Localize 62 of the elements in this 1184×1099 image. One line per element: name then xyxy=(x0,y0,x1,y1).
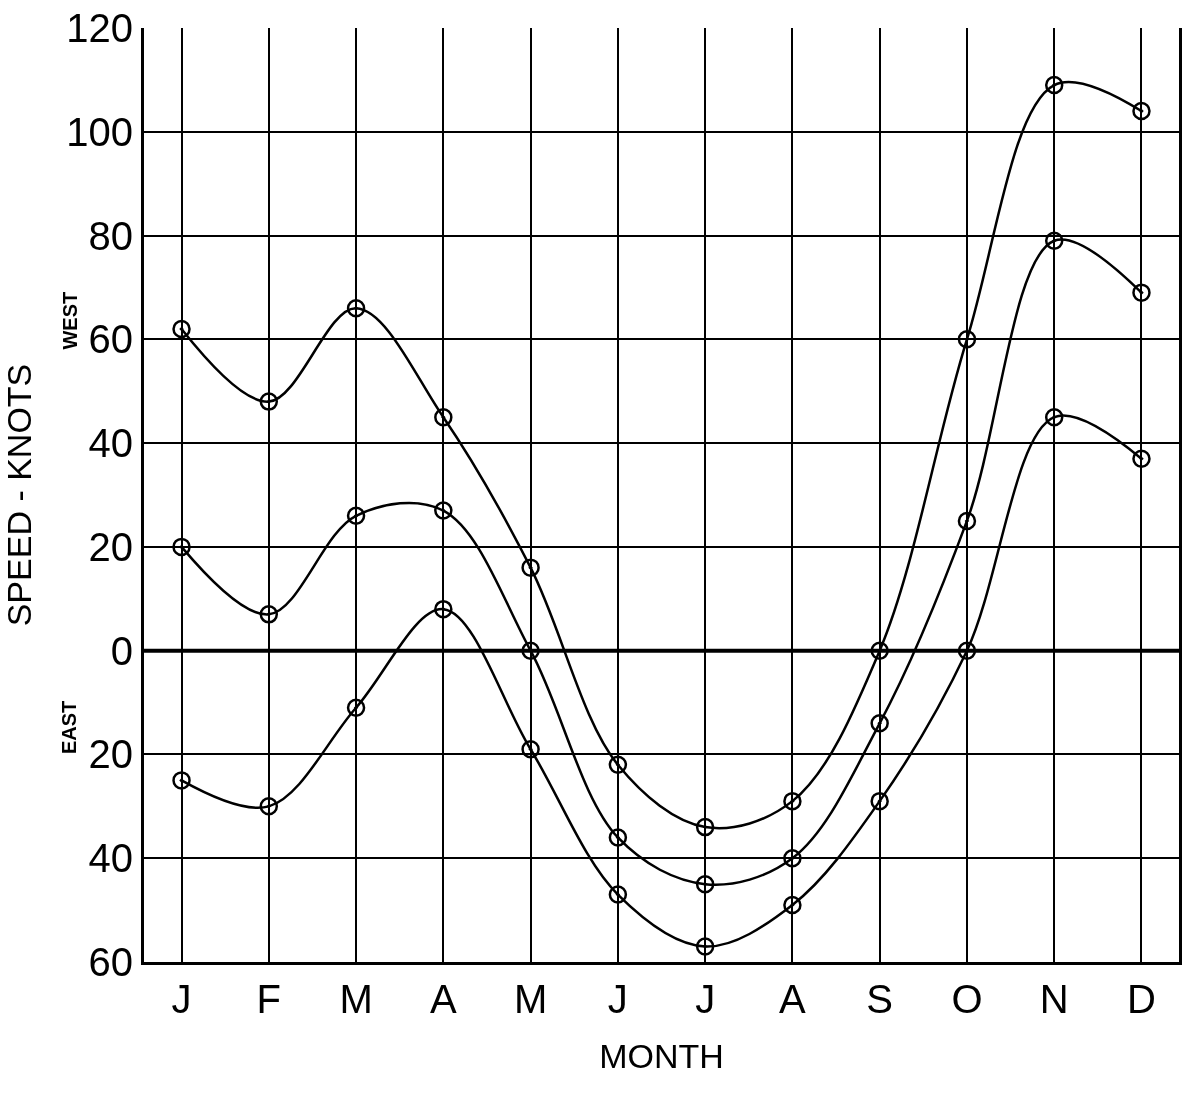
point xyxy=(346,698,366,717)
point xyxy=(1132,449,1151,468)
y-tick-label: 120 xyxy=(66,6,133,50)
y-tick-label: 60 xyxy=(88,317,133,362)
x-tick-label: J xyxy=(607,977,628,1021)
point xyxy=(1044,231,1064,250)
point xyxy=(346,298,366,318)
point xyxy=(695,937,715,956)
point xyxy=(259,797,279,816)
point xyxy=(608,828,628,847)
point xyxy=(1132,101,1151,121)
point xyxy=(957,511,977,531)
point xyxy=(1044,75,1064,95)
point xyxy=(259,605,279,624)
text: WEST xyxy=(58,291,81,350)
text: EAST xyxy=(58,700,80,755)
point xyxy=(783,791,802,811)
point xyxy=(957,330,977,349)
point xyxy=(1044,407,1064,427)
y-tick-label: 80 xyxy=(88,213,133,258)
y-tick-label: 100 xyxy=(66,109,133,154)
point xyxy=(695,874,715,894)
y-tick-label: 20 xyxy=(88,732,133,777)
point xyxy=(521,740,540,759)
y-tick-label: 60 xyxy=(88,940,133,984)
point xyxy=(608,755,628,775)
x-axis-title: MONTH xyxy=(599,1037,724,1076)
point xyxy=(870,641,889,660)
x-tick-label: A xyxy=(429,977,457,1021)
x-tick-label: J xyxy=(171,977,192,1021)
point xyxy=(521,641,540,660)
y-tick-label: 20 xyxy=(88,524,133,569)
point xyxy=(434,501,453,520)
point xyxy=(434,407,453,427)
point xyxy=(172,537,191,557)
point xyxy=(870,791,889,811)
point xyxy=(957,641,977,660)
point xyxy=(1132,283,1151,302)
x-tick-label: F xyxy=(256,977,282,1021)
x-tick-label: J xyxy=(695,977,716,1021)
y-tick-label: 40 xyxy=(88,836,133,881)
point xyxy=(608,885,628,904)
point xyxy=(695,817,715,837)
y-axis-title: SPEED - KNOTS xyxy=(0,363,38,627)
x-tick-label: N xyxy=(1039,977,1069,1021)
y-tick-label: 40 xyxy=(88,421,133,466)
point xyxy=(783,848,802,868)
x-tick-label: M xyxy=(339,977,373,1021)
x-tick-label: S xyxy=(866,977,894,1021)
point xyxy=(259,392,279,411)
point xyxy=(346,506,366,525)
point xyxy=(434,599,453,619)
x-tick-label: A xyxy=(779,977,807,1021)
y-tick-label: 0 xyxy=(110,628,133,673)
point xyxy=(172,771,191,790)
point xyxy=(870,714,889,733)
point xyxy=(783,895,802,915)
x-tick-label: O xyxy=(951,977,983,1021)
point xyxy=(521,558,540,577)
point xyxy=(172,319,191,339)
x-tick-label: M xyxy=(513,977,548,1021)
x-tick-label: D xyxy=(1127,977,1156,1021)
